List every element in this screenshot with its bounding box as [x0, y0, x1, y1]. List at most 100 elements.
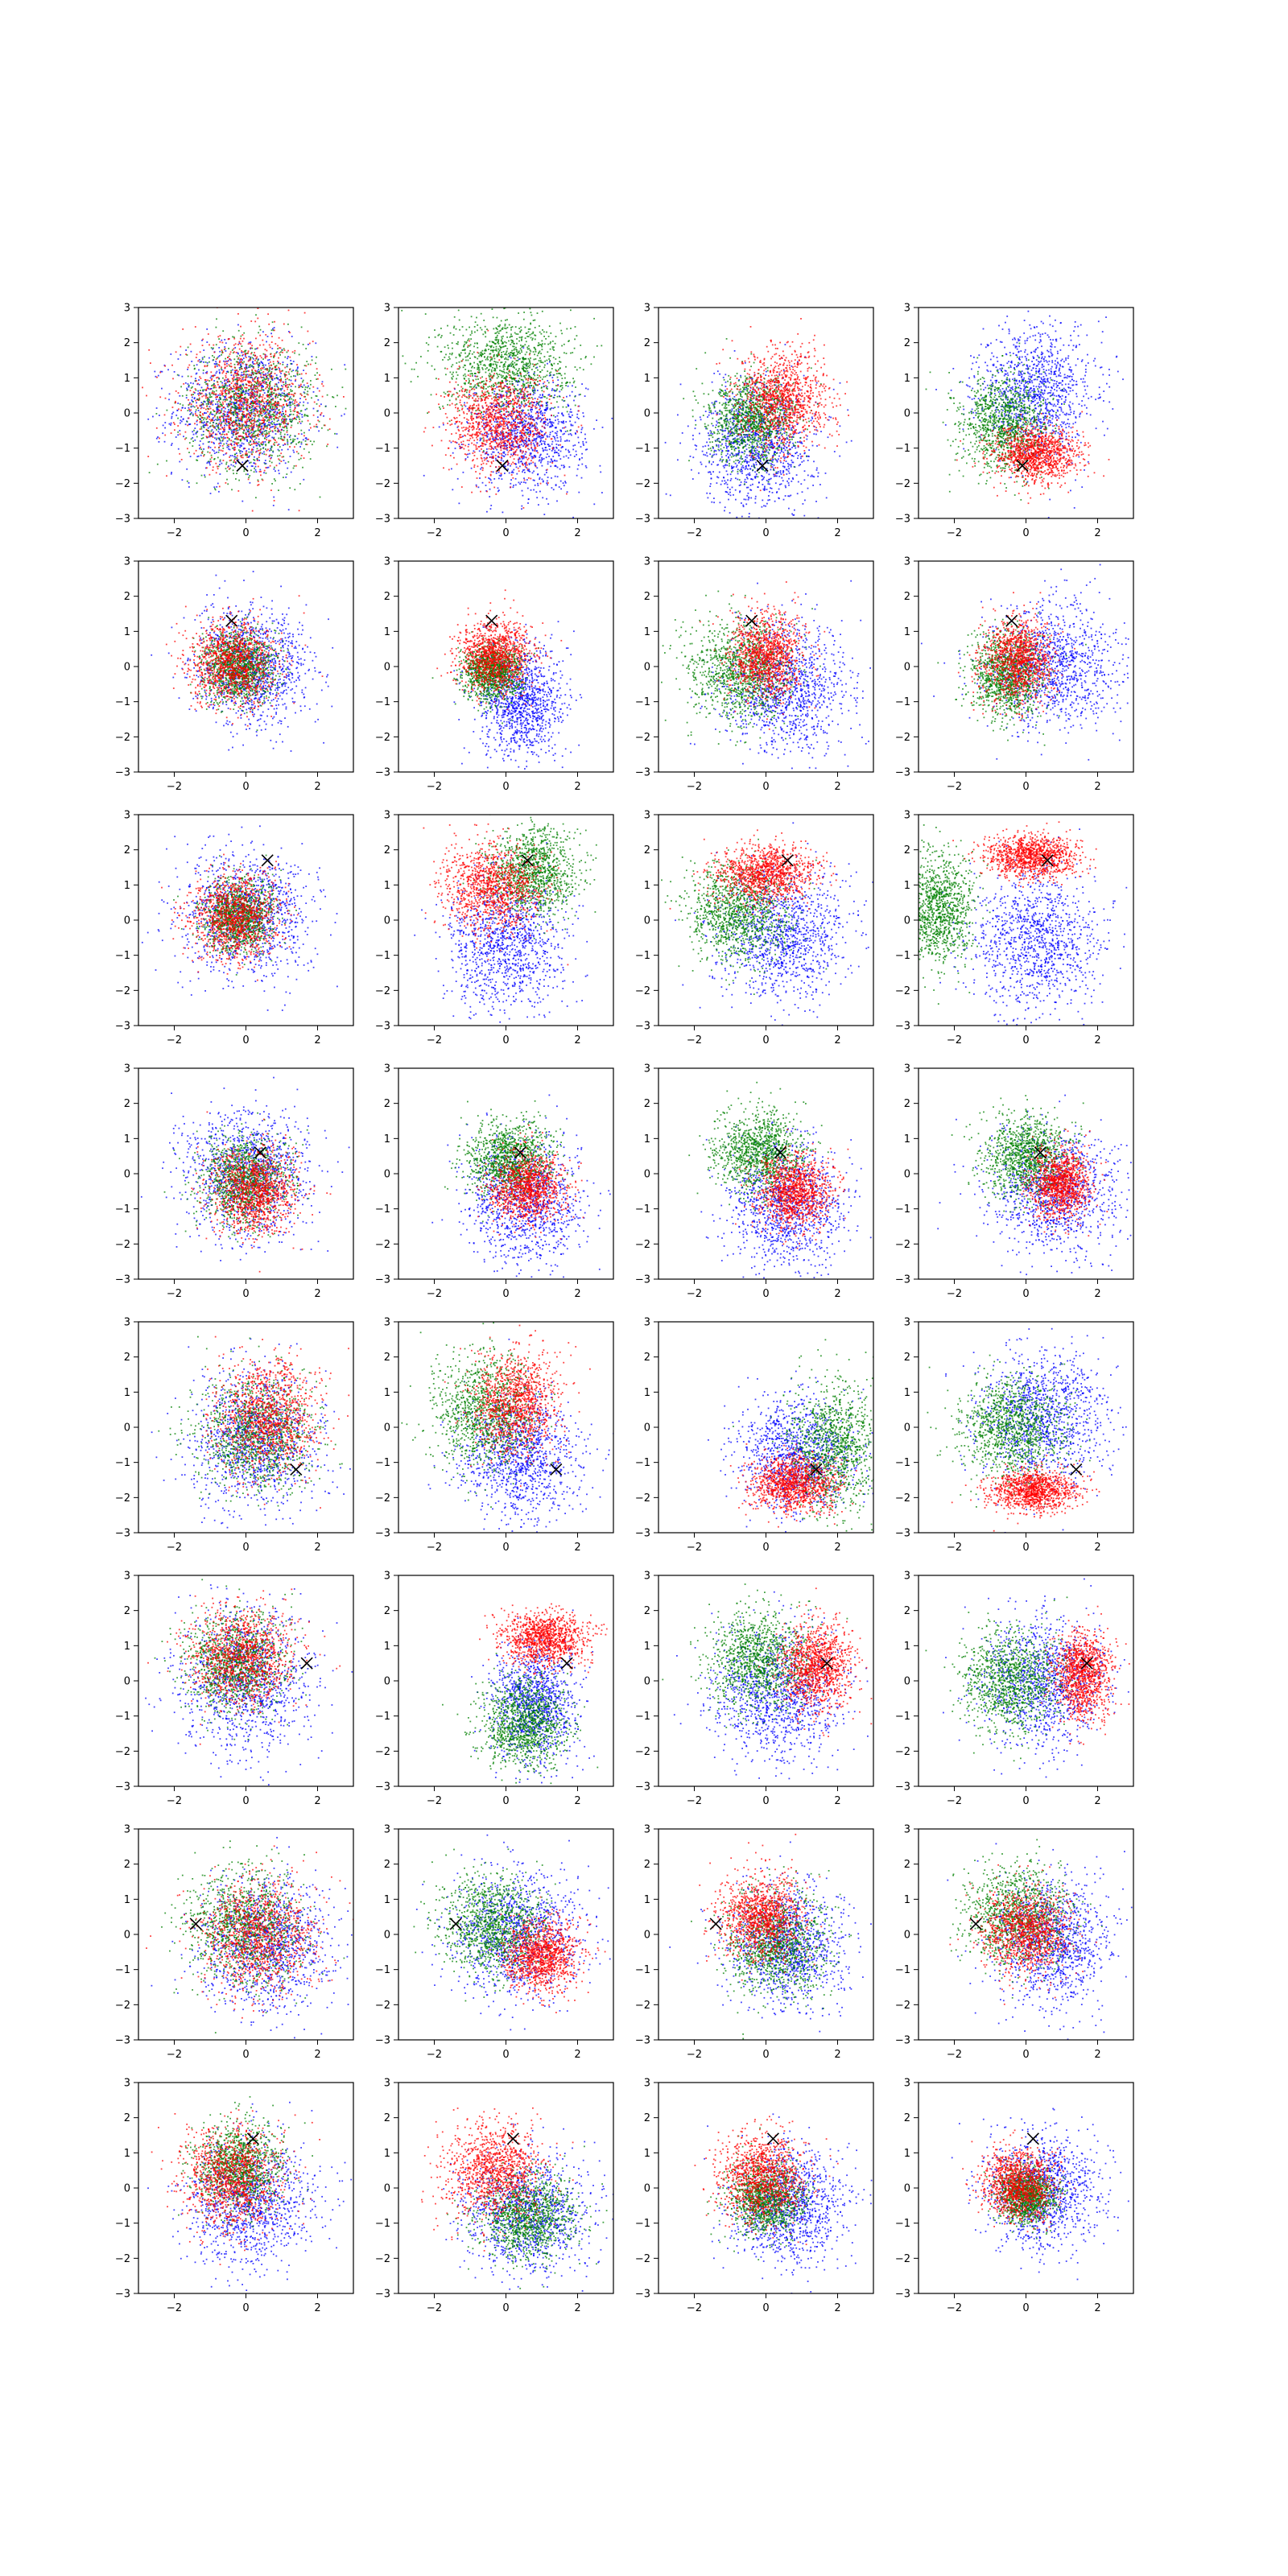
point-red — [225, 401, 226, 402]
point-green — [295, 444, 297, 445]
point-green — [545, 376, 547, 378]
point-red — [295, 399, 296, 401]
point-red — [214, 416, 216, 418]
point-blue — [291, 386, 292, 387]
point-green — [299, 419, 300, 420]
point-blue — [466, 421, 468, 423]
point-red — [243, 338, 245, 340]
point-green — [480, 327, 481, 328]
point-blue — [530, 409, 532, 411]
point-red — [279, 337, 280, 339]
point-blue — [572, 391, 573, 393]
point-green — [204, 382, 206, 383]
point-red — [209, 435, 211, 436]
point-red — [241, 416, 242, 418]
point-red — [254, 355, 256, 357]
point-red — [250, 382, 252, 384]
point-red — [283, 390, 285, 392]
point-red — [280, 379, 282, 381]
point-blue — [506, 392, 508, 394]
point-green — [250, 444, 251, 446]
point-green — [299, 459, 300, 460]
point-red — [254, 395, 256, 397]
point-blue — [242, 384, 243, 386]
point-blue — [301, 414, 303, 415]
point-green — [254, 432, 255, 434]
point-red — [206, 406, 208, 407]
point-green — [274, 478, 275, 480]
point-blue — [519, 466, 521, 468]
point-blue — [152, 416, 154, 418]
point-blue — [344, 414, 345, 415]
point-red — [254, 360, 256, 361]
point-red — [257, 460, 258, 461]
point-red — [248, 382, 250, 383]
point-red — [276, 403, 278, 405]
point-red — [240, 425, 242, 427]
point-blue — [290, 360, 291, 361]
point-green — [258, 441, 260, 443]
point-green — [281, 436, 283, 438]
point-red — [277, 394, 279, 396]
point-red — [180, 346, 181, 348]
point-blue — [557, 415, 559, 417]
point-red — [228, 378, 229, 380]
point-red — [193, 391, 195, 393]
point-blue — [195, 378, 196, 379]
point-red — [286, 404, 287, 406]
point-green — [216, 390, 217, 392]
point-blue — [242, 501, 243, 502]
point-red — [273, 361, 275, 362]
point-red — [252, 373, 254, 374]
point-green — [491, 369, 493, 371]
point-red — [257, 415, 258, 417]
point-blue — [219, 351, 221, 353]
point-green — [500, 330, 502, 332]
point-red — [272, 404, 274, 406]
point-red — [226, 365, 228, 367]
point-red — [295, 379, 296, 381]
point-blue — [534, 438, 535, 440]
point-green — [232, 406, 233, 407]
point-red — [196, 357, 197, 358]
point-green — [489, 378, 491, 380]
point-red — [219, 387, 221, 389]
point-red — [233, 422, 235, 423]
point-green — [271, 483, 273, 485]
point-green — [506, 406, 507, 407]
point-red — [242, 426, 244, 427]
point-blue — [207, 385, 208, 386]
point-blue — [522, 445, 524, 447]
point-red — [269, 420, 270, 422]
point-blue — [559, 458, 561, 460]
point-green — [244, 402, 246, 404]
point-red — [301, 374, 303, 375]
point-blue — [259, 419, 261, 421]
point-blue — [572, 385, 573, 386]
point-blue — [299, 402, 301, 403]
point-blue — [564, 456, 565, 458]
point-green — [220, 440, 221, 442]
point-red — [250, 395, 252, 397]
point-blue — [268, 363, 270, 365]
point-red — [237, 377, 238, 378]
point-red — [238, 390, 240, 392]
point-green — [257, 458, 258, 460]
point-blue — [156, 407, 158, 409]
point-red — [207, 397, 208, 398]
point-red — [246, 410, 248, 411]
point-blue — [506, 449, 508, 451]
point-blue — [545, 424, 547, 426]
point-green — [280, 399, 282, 401]
point-red — [224, 427, 225, 428]
point-red — [219, 393, 221, 394]
point-green — [269, 382, 270, 384]
point-red — [200, 351, 201, 353]
point-green — [233, 469, 234, 471]
point-blue — [218, 347, 220, 349]
point-red — [271, 408, 273, 410]
point-red — [275, 383, 276, 385]
point-blue — [522, 381, 524, 382]
point-red — [237, 344, 239, 345]
point-blue — [289, 414, 291, 415]
